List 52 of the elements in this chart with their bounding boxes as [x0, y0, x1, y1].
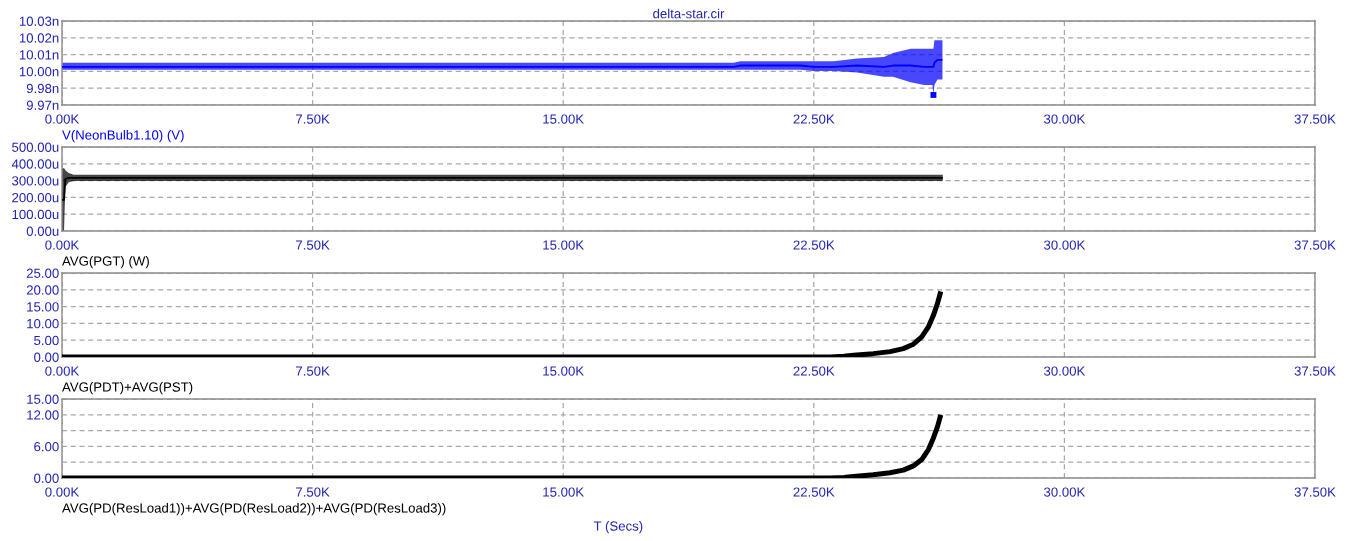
x-tick-label: 7.50K: [296, 114, 330, 124]
x-tick-label: 0.00K: [45, 114, 80, 124]
y-tick-label: 9.97n: [26, 100, 59, 110]
x-tick-label: 37.50K: [1294, 114, 1336, 124]
y-tick-label: 0.00: [34, 473, 59, 483]
x-tick-label: 0.00K: [45, 487, 80, 497]
y-tick-label: 100.00u: [12, 209, 59, 220]
x-tick-label: 0.00K: [45, 366, 80, 376]
series-label: AVG(PDT)+AVG(PST): [62, 382, 193, 395]
x-tick-label: 22.50K: [793, 240, 835, 250]
y-tick-label: 10.00n: [19, 66, 59, 77]
x-tick-label: 30.00K: [1043, 366, 1086, 376]
x-tick-label: 15.00K: [543, 114, 584, 124]
y-tick-label: 500.00u: [12, 142, 59, 152]
y-tick-label: 20.00: [26, 285, 59, 295]
series-label: AVG(PD(ResLoad1))+AVG(PD(ResLoad2))+AVG(PD(ResLoad3)): [62, 503, 446, 516]
x-tick-label: 30.00K: [1043, 240, 1086, 250]
x-tick-label: 30.00K: [1043, 114, 1086, 124]
x-tick-label: 7.50K: [296, 487, 330, 497]
x-tick-label: 0.00K: [45, 240, 80, 250]
y-tick-label: 10.03n: [19, 16, 59, 26]
x-tick-label: 22.50K: [793, 487, 835, 497]
y-tick-label: 400.00u: [11, 159, 59, 169]
x-tick-label: 37.50K: [1294, 487, 1336, 497]
y-tick-label: 15.00: [27, 302, 59, 312]
y-tick-label: 0.00u: [26, 226, 59, 236]
x-tick-label: 30.00K: [1043, 487, 1086, 497]
y-tick-label: 6.00: [34, 441, 59, 452]
y-tick-label: 10.00: [27, 318, 59, 329]
y-tick-label: 5.00: [34, 335, 59, 346]
y-tick-label: 0.00: [34, 352, 59, 362]
x-tick-label: 7.50K: [296, 240, 330, 250]
x-axis-title: T (Secs): [593, 521, 643, 534]
x-tick-label: 15.00K: [543, 366, 584, 376]
y-tick-label: 15.00: [27, 394, 59, 404]
chart-title: delta-star.cir: [653, 8, 725, 19]
y-tick-label: 10.01n: [19, 50, 59, 60]
y-tick-label: 10.02n: [19, 33, 59, 43]
y-tick-label: 300.00u: [12, 176, 59, 186]
x-tick-label: 22.50K: [793, 366, 835, 376]
y-tick-label: 200.00u: [12, 192, 59, 203]
y-tick-label: 25.00: [26, 268, 59, 278]
x-tick-label: 7.50K: [296, 366, 330, 376]
x-tick-label: 37.50K: [1294, 366, 1336, 376]
y-tick-label: 12.00: [27, 410, 59, 420]
x-tick-label: 15.00K: [543, 240, 584, 250]
x-tick-label: 37.50K: [1294, 240, 1336, 250]
x-tick-label: 15.00K: [543, 487, 584, 497]
y-tick-label: 9.98n: [26, 83, 59, 94]
x-tick-label: 22.50K: [793, 114, 835, 124]
text: AVG(PGT) (W): [62, 256, 149, 269]
text: V(NeonBulb1.10) (V): [62, 130, 184, 143]
